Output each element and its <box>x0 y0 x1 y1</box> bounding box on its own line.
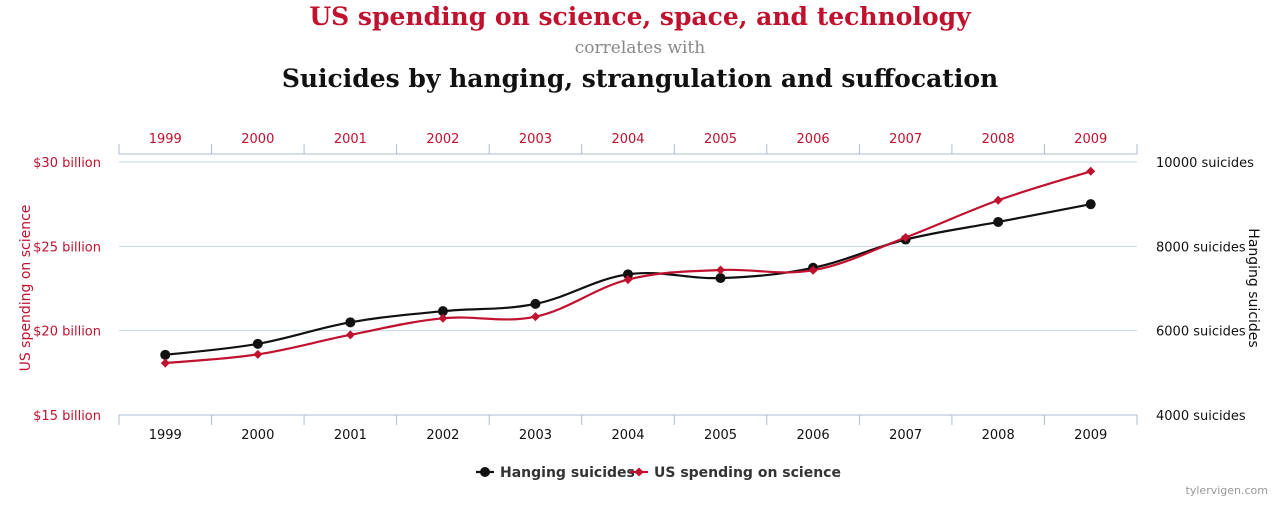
data-point-hanging-suicides <box>160 349 171 360</box>
data-point-hanging-suicides <box>715 273 726 284</box>
x-tick-label-top: 2002 <box>426 132 459 147</box>
data-point-hanging-suicides <box>252 338 263 349</box>
data-point-us-spending-on-science <box>253 349 263 359</box>
data-point-hanging-suicides <box>530 298 541 309</box>
x-tick-label-top: 2009 <box>1074 132 1107 147</box>
y-left-tick-label: $15 billion <box>33 409 101 424</box>
y-right-tick-label: 8000 suicides <box>1156 240 1246 255</box>
y-left-tick-label: $30 billion <box>33 156 101 171</box>
x-tick-label-top: 2000 <box>241 132 274 147</box>
legend-marker-us-spending-on-science <box>634 467 644 477</box>
data-point-hanging-suicides <box>437 306 448 317</box>
x-tick-label-top: 1999 <box>149 132 182 147</box>
data-point-us-spending-on-science <box>160 358 170 368</box>
x-tick-label-bottom: 2006 <box>797 428 830 443</box>
data-point-us-spending-on-science <box>993 195 1003 205</box>
x-tick-label-bottom: 1999 <box>149 428 182 443</box>
data-point-hanging-suicides <box>623 269 633 280</box>
x-tick-label-top: 2001 <box>334 132 367 147</box>
y-right-tick-label: 10000 suicides <box>1156 156 1254 171</box>
x-tick-label-top: 2005 <box>704 132 737 147</box>
data-point-us-spending-on-science <box>623 275 633 285</box>
data-point-us-spending-on-science <box>716 265 726 275</box>
y-right-axis-title: Hanging suicides <box>1245 228 1261 347</box>
y-left-tick-label: $25 billion <box>33 240 101 255</box>
x-tick-label-bottom: 2002 <box>426 428 459 443</box>
y-left-axis-title: US spending on science <box>18 205 34 372</box>
x-tick-label-bottom: 2007 <box>889 428 922 443</box>
data-point-us-spending-on-science <box>345 330 355 340</box>
chart-title-primary: US spending on science, space, and techn… <box>309 2 971 31</box>
x-tick-label-top: 2004 <box>611 132 644 147</box>
y-right-tick-label: 6000 suicides <box>1156 325 1246 340</box>
x-tick-label-bottom: 2008 <box>982 428 1015 443</box>
data-point-hanging-suicides <box>345 317 356 328</box>
x-tick-label-bottom: 2004 <box>611 428 644 443</box>
y-right-tick-label: 4000 suicides <box>1156 409 1246 424</box>
data-point-us-spending-on-science <box>901 232 911 242</box>
x-tick-label-top: 2006 <box>797 132 830 147</box>
x-tick-label-bottom: 2001 <box>334 428 367 443</box>
data-point-us-spending-on-science <box>1086 166 1096 176</box>
x-tick-label-top: 2007 <box>889 132 922 147</box>
legend-label-hanging-suicides: Hanging suicides <box>500 465 635 481</box>
data-point-us-spending-on-science <box>438 313 448 323</box>
watermark: tylervigen.com <box>1185 484 1268 497</box>
chart-title-secondary: Suicides by hanging, strangulation and s… <box>281 64 999 93</box>
chart-title-connector: correlates with <box>574 38 706 58</box>
x-tick-label-bottom: 2005 <box>704 428 737 443</box>
legend-label-us-spending-on-science: US spending on science <box>654 465 841 481</box>
x-tick-label-top: 2003 <box>519 132 552 147</box>
data-point-us-spending-on-science <box>808 265 818 275</box>
x-tick-label-bottom: 2003 <box>519 428 552 443</box>
data-point-hanging-suicides <box>993 216 1004 227</box>
x-tick-label-bottom: 2000 <box>241 428 274 443</box>
x-tick-label-bottom: 2009 <box>1074 428 1107 443</box>
data-point-us-spending-on-science <box>530 312 540 322</box>
legend-marker-hanging-suicides <box>480 467 490 477</box>
x-tick-label-top: 2008 <box>982 132 1015 147</box>
series-line-us-spending-on-science <box>165 170 1092 365</box>
y-left-tick-label: $20 billion <box>33 325 101 340</box>
data-point-hanging-suicides <box>1085 199 1096 210</box>
